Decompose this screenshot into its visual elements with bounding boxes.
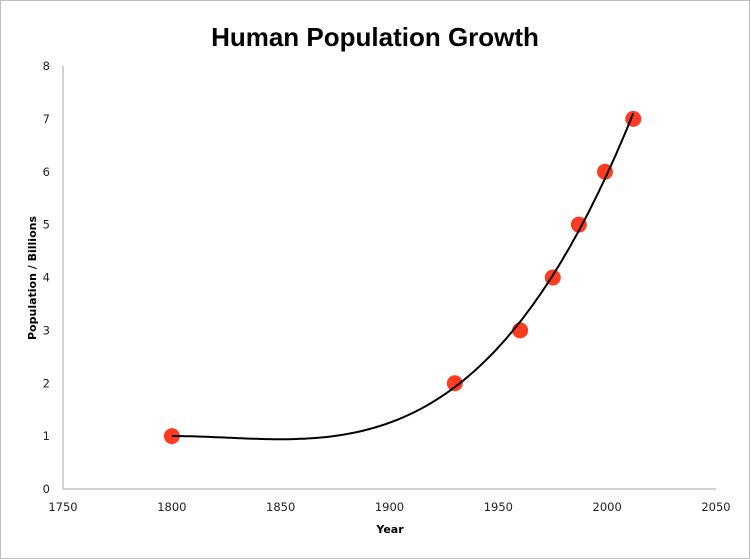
y-tick-label: 1 — [43, 429, 50, 443]
y-tick-label: 2 — [43, 376, 50, 390]
x-tick-label: 1800 — [157, 500, 186, 514]
x-tick-label: 2050 — [701, 500, 730, 514]
x-tick-labels: 1750 1800 1850 1900 1950 2000 2050 — [48, 500, 730, 514]
y-tick-label: 8 — [43, 59, 50, 73]
y-tick-labels: 0 1 2 3 4 5 6 7 8 — [43, 59, 50, 496]
x-axis-label: Year — [375, 523, 404, 536]
x-tick-label: 1950 — [484, 500, 513, 514]
y-axis-label: Population / Billions — [26, 216, 39, 340]
y-tick-label: 6 — [43, 165, 50, 179]
y-tick-label: 4 — [43, 271, 50, 285]
chart-title: Human Population Growth — [211, 22, 539, 52]
x-tick-label: 1850 — [266, 500, 295, 514]
y-tick-label: 7 — [43, 112, 50, 126]
data-point — [570, 216, 587, 233]
data-point — [512, 322, 529, 339]
x-tick-label: 1900 — [375, 500, 404, 514]
data-points — [163, 110, 642, 445]
trendline — [171, 112, 635, 441]
y-tick-label: 5 — [43, 218, 50, 232]
data-point — [446, 375, 463, 392]
x-tick-label: 2000 — [593, 500, 622, 514]
y-tick-label: 3 — [43, 323, 50, 337]
x-tick-label: 1750 — [48, 500, 77, 514]
axes — [62, 66, 716, 490]
y-tick-label: 0 — [43, 482, 50, 496]
